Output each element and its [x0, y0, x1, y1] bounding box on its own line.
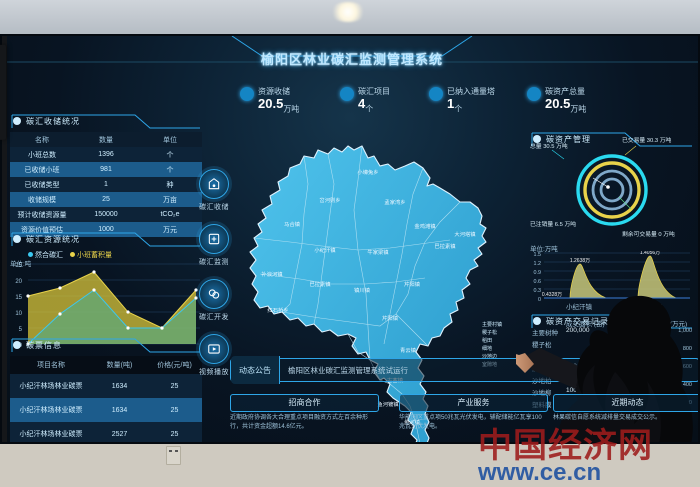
- svg-text:已交易量 30.3 万吨: 已交易量 30.3 万吨: [622, 136, 671, 144]
- svg-text:大河塔镇: 大河塔镇: [454, 230, 476, 238]
- svg-text:青云镇: 青云镇: [400, 346, 417, 354]
- svg-text:金鸡滩镇: 金鸡滩镇: [414, 222, 436, 230]
- svg-text:镇川镇: 镇川镇: [354, 286, 371, 294]
- svg-text:芹阳镇: 芹阳镇: [404, 280, 421, 288]
- svg-text:稷子松: 稷子松: [482, 329, 497, 336]
- svg-text:1.2638万: 1.2638万: [570, 258, 590, 264]
- svg-text:10: 10: [15, 311, 22, 317]
- svg-text:补浪河镇: 补浪河镇: [261, 270, 283, 278]
- svg-text:总量 30.5 万吨: 总量 30.5 万吨: [530, 142, 568, 150]
- svg-text:5: 5: [19, 327, 23, 333]
- svg-text:1.4056万: 1.4056万: [640, 251, 660, 256]
- svg-text:红石桥乡: 红石桥乡: [267, 306, 288, 314]
- svg-text:细地: 细地: [482, 345, 492, 352]
- svg-text:1.2: 1.2: [534, 261, 542, 267]
- svg-text:巴拉素镇: 巴拉素镇: [434, 242, 456, 250]
- svg-text:芹阳镇: 芹阳镇: [382, 314, 399, 322]
- svg-text:20: 20: [15, 279, 22, 285]
- svg-text:主要村镇: 主要村镇: [482, 321, 502, 328]
- svg-text:巴拉素镇: 巴拉素镇: [309, 280, 331, 288]
- svg-text:马合镇: 马合镇: [284, 220, 301, 228]
- svg-text:小壕兔乡: 小壕兔乡: [357, 168, 378, 176]
- svg-text:岔河则乡: 岔河则乡: [319, 196, 340, 204]
- svg-text:1.5: 1.5: [534, 252, 542, 258]
- svg-text:剩余可交易量 0 万吨: 剩余可交易量 0 万吨: [622, 230, 675, 238]
- svg-text:稻田: 稻田: [482, 337, 492, 344]
- svg-text:25: 25: [15, 263, 22, 269]
- svg-text:小纪汗镇: 小纪汗镇: [314, 246, 336, 254]
- svg-text:0.6: 0.6: [534, 279, 542, 285]
- svg-text:鱼河镀镇: 鱼河镀镇: [377, 400, 399, 408]
- svg-text:已注销量 6.5 万吨: 已注销量 6.5 万吨: [530, 220, 576, 228]
- svg-text:0.9: 0.9: [534, 270, 542, 276]
- svg-text:15: 15: [15, 295, 22, 301]
- svg-text:孟家湾乡: 孟家湾乡: [384, 198, 405, 206]
- svg-text:牛家梁镇: 牛家梁镇: [367, 248, 389, 256]
